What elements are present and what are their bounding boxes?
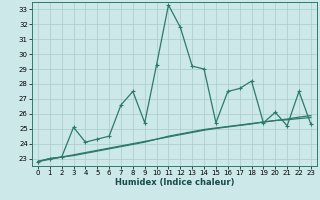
X-axis label: Humidex (Indice chaleur): Humidex (Indice chaleur) xyxy=(115,178,234,187)
